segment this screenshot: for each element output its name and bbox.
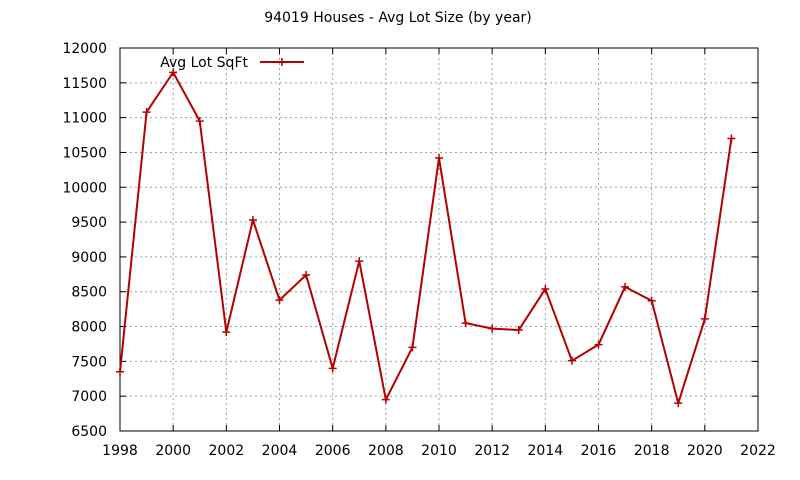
data-point-marker [461, 319, 470, 328]
y-tick-label: 9000 [71, 250, 107, 266]
y-tick-label: 11000 [62, 111, 107, 127]
data-point-marker [195, 117, 204, 126]
series-layer [116, 68, 736, 408]
data-point-marker [408, 343, 417, 352]
legend: Avg Lot SqFt [160, 55, 304, 71]
chart-title: 94019 Houses - Avg Lot Size (by year) [264, 10, 532, 26]
data-point-marker [222, 328, 231, 337]
data-point-marker [355, 257, 364, 266]
x-tick-label: 2002 [209, 443, 245, 459]
x-tick-label: 2000 [155, 443, 191, 459]
data-point-marker [435, 154, 443, 163]
y-tick-label: 7500 [71, 354, 107, 370]
legend-marker [278, 58, 286, 66]
data-point-marker [594, 340, 603, 349]
data-point-marker [567, 356, 576, 365]
y-tick-label: 7000 [71, 389, 107, 405]
data-point-marker [700, 314, 709, 323]
x-tick-label: 1998 [102, 443, 138, 459]
legend-marker-plus [278, 58, 286, 66]
data-point-marker [248, 216, 257, 225]
x-tick-label: 2006 [315, 443, 351, 459]
x-tick-label: 2004 [262, 443, 298, 459]
data-point-marker [275, 296, 284, 305]
data-point-marker [674, 399, 683, 408]
y-tick-label: 9500 [71, 215, 107, 231]
y-tick-label: 10500 [62, 145, 107, 161]
data-point-marker [381, 395, 390, 404]
y-axis-tick-labels: 6500 7000 7500 8000 8500 9000 9500 10000 10500 11… [62, 41, 107, 440]
x-tick-label: 2020 [687, 443, 723, 459]
x-tick-label: 2014 [528, 443, 564, 459]
data-point-marker [142, 108, 151, 117]
data-point-marker [328, 364, 337, 373]
y-tick-label: 8000 [71, 320, 107, 336]
legend-label: Avg Lot SqFt [160, 55, 248, 71]
y-tick-label: 10000 [62, 180, 107, 196]
x-axis-tick-labels: 1998 2000 2002 2004 2006 2008 2010 2012 2014 2016… [102, 443, 776, 459]
data-point-marker [302, 271, 311, 280]
data-point-marker [621, 282, 630, 291]
data-point-marker [488, 324, 497, 333]
data-point-marker [541, 284, 550, 293]
y-tick-label: 11500 [62, 76, 107, 92]
data-point-marker [169, 68, 178, 77]
x-tick-label: 2022 [740, 443, 776, 459]
x-tick-label: 2008 [368, 443, 404, 459]
data-point-marker [727, 134, 736, 143]
y-tick-label: 6500 [71, 424, 107, 440]
x-tick-label: 2018 [634, 443, 670, 459]
series-line [119, 71, 733, 405]
grid [119, 47, 759, 432]
y-tick-label: 8500 [71, 285, 107, 301]
x-tick-label: 2010 [421, 443, 457, 459]
x-tick-label: 2012 [474, 443, 510, 459]
data-point-marker [116, 367, 124, 376]
axis-ticks [119, 47, 759, 432]
data-point-marker [647, 296, 656, 305]
y-tick-label: 12000 [62, 41, 107, 57]
x-tick-label: 2016 [581, 443, 617, 459]
data-point-marker [514, 326, 523, 335]
